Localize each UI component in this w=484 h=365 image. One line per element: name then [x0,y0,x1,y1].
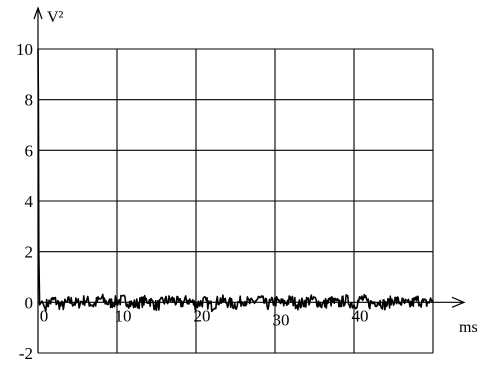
y-tick-label: -2 [19,344,33,363]
y-tick-label: 0 [25,293,34,312]
x-axis-label: ms [459,319,478,336]
x-axis-arrow [451,296,466,308]
y-tick-label: 4 [25,192,34,211]
grid [38,48,434,354]
y-tick-label: 6 [25,141,34,160]
signal-trace [37,48,434,313]
x-tick-label: 0 [40,306,49,325]
series [37,48,434,313]
y-axis-arrow [33,6,43,20]
x-tick-label: 30 [273,310,290,329]
x-tick-label: 10 [115,306,132,325]
y-tick-label: 10 [16,40,33,59]
x-tick-label: 20 [194,306,211,325]
x-tick-label: 40 [352,306,369,325]
y-tick-label: 2 [25,243,34,262]
y-tick-label: 8 [25,91,34,110]
y-axis-label: V² [47,9,64,26]
